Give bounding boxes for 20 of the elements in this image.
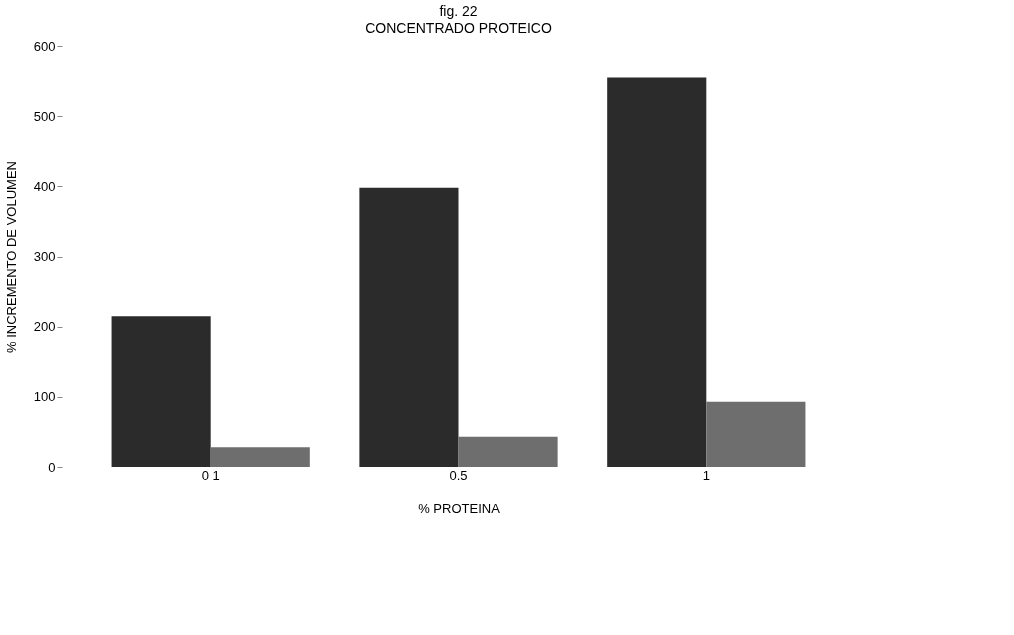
x-axis-title: % PROTEINA <box>418 500 501 516</box>
chart-title: fig. 22 <box>439 3 478 19</box>
y-tick-label: 0 <box>48 459 56 475</box>
y-tick-label: 600 <box>33 38 56 54</box>
bar <box>607 77 707 467</box>
bar <box>458 436 558 467</box>
y-tick-label: 400 <box>33 178 56 194</box>
bar <box>359 187 459 467</box>
bar <box>210 447 310 467</box>
bar <box>111 316 211 467</box>
y-axis-title: % INCREMENTO DE VOLUMEN <box>3 161 19 353</box>
x-tick-label: 0.5 <box>449 467 468 483</box>
x-tick-label: 0 1 <box>201 467 220 483</box>
y-tick-label: 100 <box>33 389 56 405</box>
y-tick-label: 500 <box>33 108 56 124</box>
y-tick-label: 300 <box>33 249 56 264</box>
y-tick-label: 200 <box>33 319 56 335</box>
bar <box>706 401 806 467</box>
chart-subtitle: CONCENTRADO PROTEICO <box>365 20 552 36</box>
x-tick-label: 1 <box>702 467 710 483</box>
